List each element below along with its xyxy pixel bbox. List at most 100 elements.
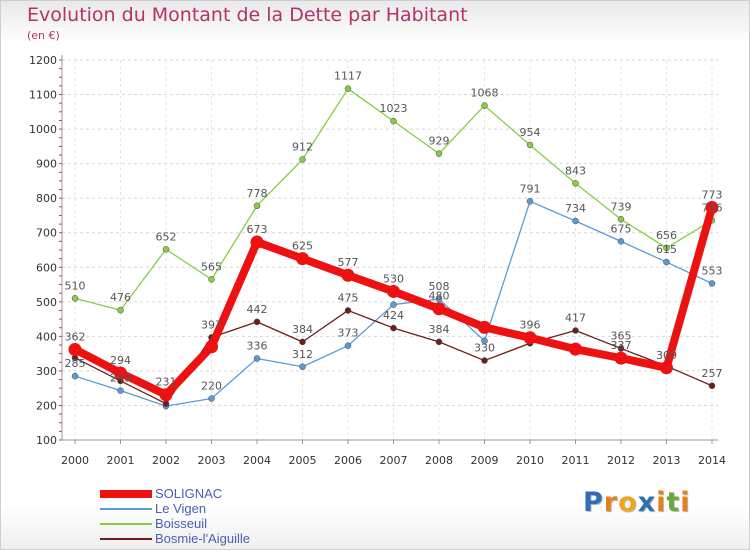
data-point	[526, 141, 534, 149]
data-label: 954	[520, 126, 541, 139]
data-point	[390, 301, 397, 308]
data-label: 791	[520, 182, 541, 195]
data-point	[162, 400, 170, 407]
data-point	[663, 258, 670, 266]
data-label: 442	[247, 303, 268, 316]
data-point	[296, 252, 309, 266]
data-point	[117, 306, 124, 314]
data-label: 373	[338, 327, 359, 340]
data-label: 384	[292, 323, 313, 336]
legend-label: Le Vigen	[155, 501, 207, 516]
data-label: 312	[292, 348, 313, 361]
data-label: 843	[565, 164, 586, 177]
data-point	[344, 342, 352, 349]
data-label: 1023	[380, 102, 408, 115]
data-label: 773	[702, 189, 723, 202]
data-label: 424	[383, 309, 404, 322]
data-label: 734	[565, 202, 586, 215]
data-label: 475	[338, 291, 359, 304]
data-label: 285	[65, 357, 86, 370]
data-point	[572, 217, 579, 225]
series-group	[68, 85, 719, 410]
data-point	[208, 276, 215, 283]
axes: 100 200 300 400 500 600 700 800 900 1000 1100 1200 2…	[29, 54, 726, 467]
data-point	[117, 387, 124, 394]
legend-item: Boisseuil	[100, 516, 300, 531]
data-point	[299, 363, 306, 371]
data-point	[526, 198, 534, 205]
data-point	[481, 102, 488, 109]
logo-letter: r	[603, 487, 619, 518]
x-tick-label: 2008	[425, 454, 453, 467]
chart-title: Evolution du Montant de la Dette par Hab…	[27, 4, 468, 26]
data-point	[572, 180, 579, 187]
legend-swatch	[100, 490, 152, 498]
y-tick-label: 400	[36, 330, 57, 343]
data-label: 673	[247, 223, 268, 236]
y-tick-label: 1100	[29, 89, 57, 102]
y-tick-label: 1000	[29, 123, 57, 136]
data-label: 365	[611, 329, 632, 342]
x-tick-label: 2004	[243, 454, 271, 467]
data-point	[344, 307, 352, 314]
data-label: 739	[611, 200, 632, 213]
x-tick-label: 2001	[107, 454, 135, 467]
data-labels: 362 294 231 673 625 577 530 480 396 337 309 773 285 2…	[65, 70, 723, 393]
data-label: 912	[292, 140, 313, 153]
data-point	[71, 295, 79, 302]
x-tick-label: 2009	[471, 454, 499, 467]
data-label: 530	[383, 272, 404, 285]
x-tick-label: 2010	[516, 454, 544, 467]
data-label: 553	[702, 265, 723, 278]
data-point	[617, 216, 625, 223]
data-point	[478, 320, 491, 334]
data-point	[208, 395, 215, 402]
data-point	[435, 295, 443, 303]
data-point	[299, 156, 306, 163]
data-point	[481, 337, 488, 345]
data-point	[205, 340, 218, 354]
data-label: 1068	[471, 87, 499, 100]
data-point	[614, 351, 628, 365]
data-point	[435, 150, 443, 157]
logo-letter: i	[680, 487, 691, 518]
legend-item: Bosmie-l'Aiguille	[100, 531, 300, 546]
y-tick-label: 200	[36, 399, 57, 412]
data-label: 476	[110, 291, 131, 304]
data-point	[162, 246, 170, 253]
y-tick-label: 800	[36, 192, 57, 205]
legend-label: SOLIGNAC	[155, 486, 223, 501]
data-point	[341, 268, 355, 282]
data-label: 243	[110, 372, 131, 385]
data-point	[114, 366, 127, 380]
y-tick-label: 700	[36, 227, 57, 240]
data-label: 929	[429, 135, 450, 148]
chart-subtitle: (en €)	[27, 29, 60, 42]
y-tick-label: 600	[36, 261, 57, 274]
data-label: 384	[429, 323, 450, 336]
data-label: 625	[292, 240, 313, 253]
data-label: 1117	[334, 70, 362, 83]
legend: SOLIGNAC Le Vigen Boisseuil Bosmie-l'Aiguil…	[100, 486, 300, 546]
data-point	[660, 361, 673, 375]
data-point	[250, 235, 264, 249]
data-label: 510	[65, 279, 86, 292]
data-point	[708, 382, 716, 390]
data-point	[390, 117, 397, 125]
data-label: 577	[338, 256, 359, 269]
data-point	[523, 331, 537, 345]
data-point	[344, 85, 352, 92]
logo-letter: P	[583, 487, 604, 518]
data-point	[253, 318, 261, 326]
data-point	[708, 280, 716, 287]
logo-letter: i	[656, 487, 667, 518]
data-label: 220	[201, 380, 222, 393]
data-label: 778	[247, 187, 268, 200]
data-point	[253, 355, 261, 362]
x-tick-label: 2007	[380, 454, 408, 467]
data-label: 397	[201, 318, 222, 331]
y-tick-label: 500	[36, 296, 57, 309]
data-label: 257	[702, 367, 723, 380]
data-label: 231	[156, 376, 177, 389]
